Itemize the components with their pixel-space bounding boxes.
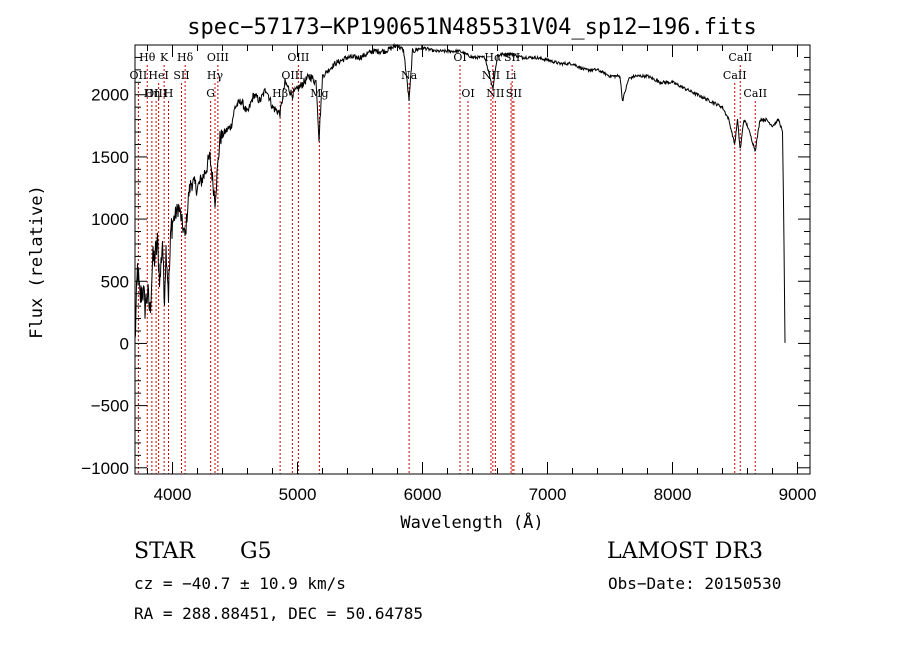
line-marker-label: OIII — [281, 69, 303, 82]
line-marker-label: OII — [130, 69, 148, 82]
line-marker-label: CaII — [728, 51, 752, 64]
object-class: STAR — [134, 539, 195, 564]
survey-name: LAMOST DR3 — [607, 539, 763, 564]
coordinates: RA = 288.88451, DEC = 50.64785 — [134, 604, 423, 623]
x-tick-label: 5000 — [279, 485, 317, 504]
line-marker-label: Na — [401, 69, 418, 82]
line-marker-label: SII — [506, 87, 522, 100]
y-tick-label: 1000 — [91, 210, 129, 229]
line-marker-label: Hθ — [139, 51, 156, 64]
line-marker-label: K — [160, 51, 169, 64]
x-tick-label: 8000 — [654, 485, 692, 504]
line-marker-label: OI — [461, 87, 474, 100]
line-marker-label: NII — [482, 69, 500, 82]
y-axis-label: Flux (relative) — [27, 185, 47, 339]
x-tick-label: 7000 — [529, 485, 567, 504]
y-axis-ticks: −1000 −500 0 500 1000 1500 2000 — [81, 56, 810, 478]
line-marker-label: Hη — [144, 87, 160, 100]
line-marker-label: CaII — [723, 69, 747, 82]
line-markers — [137, 65, 756, 474]
line-marker-label: SII — [173, 69, 189, 82]
obs-date: Obs−Date: 20150530 — [608, 574, 782, 593]
x-tick-label: 4000 — [154, 485, 192, 504]
line-marker-label: OIII — [145, 87, 167, 100]
y-tick-label: 500 — [101, 272, 129, 291]
line-marker-label: NII — [486, 87, 504, 100]
redshift-text: cz = −40.7 ± 10.9 km/s — [134, 574, 346, 593]
line-marker-label: Hγ — [207, 69, 224, 82]
y-tick-label: 0 — [120, 334, 129, 353]
x-tick-label: 6000 — [404, 485, 442, 504]
plot-frame — [134, 44, 811, 475]
y-tick-label: 2000 — [91, 86, 129, 105]
y-tick-label: −1000 — [81, 459, 129, 478]
line-marker-labels: Hθ OII OIII K HeI Hη H Hδ SII OIII Hγ G Hβ OIII OIII Mg… — [130, 51, 768, 100]
y-tick-label: 1500 — [91, 148, 129, 167]
x-axis-label: Wavelength (Å) — [400, 511, 543, 533]
line-marker-label: G — [206, 87, 215, 100]
line-marker-label: SII — [504, 51, 520, 64]
line-marker-label: HeI — [148, 69, 168, 82]
line-marker-label: OIII — [287, 51, 309, 64]
line-marker-label: Hα — [484, 51, 502, 64]
line-marker-label: OI — [453, 51, 466, 64]
line-marker-label: H — [164, 87, 174, 100]
flux-line — [134, 42, 786, 343]
line-marker-label: CaII — [743, 87, 767, 100]
line-marker-label: Hδ — [177, 51, 194, 64]
x-axis-ticks: 4000 5000 6000 7000 8000 9000 — [147, 45, 817, 504]
y-tick-label: −500 — [91, 397, 129, 416]
spectrum-series — [134, 42, 786, 343]
x-tick-label: 9000 — [779, 485, 817, 504]
line-marker-label: Hβ — [272, 87, 288, 100]
line-marker-label: OIII — [207, 51, 229, 64]
chart-title: spec−57173−KP190651N485531V04_sp12−196.f… — [187, 15, 757, 40]
line-marker-label: Mg — [310, 87, 328, 100]
object-subclass: G5 — [240, 539, 272, 564]
line-marker-label: Li — [506, 69, 517, 82]
